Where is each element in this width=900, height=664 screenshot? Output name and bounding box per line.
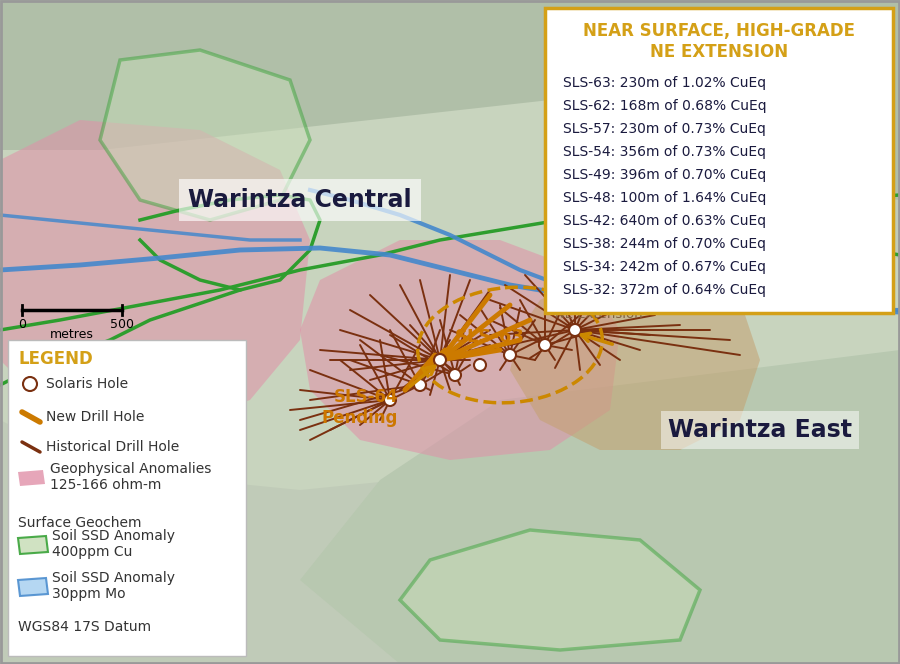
Polygon shape <box>0 100 900 490</box>
FancyBboxPatch shape <box>8 340 246 656</box>
Circle shape <box>449 369 461 381</box>
Text: Historical Drill Hole: Historical Drill Hole <box>46 440 179 454</box>
Text: WGS84 17S Datum: WGS84 17S Datum <box>18 620 151 634</box>
Circle shape <box>569 324 581 336</box>
FancyBboxPatch shape <box>545 8 893 313</box>
Text: SLS-57: 230m of 0.73% CuEq: SLS-57: 230m of 0.73% CuEq <box>563 122 766 136</box>
Text: Soil SSD Anomaly
30ppm Mo: Soil SSD Anomaly 30ppm Mo <box>52 571 175 601</box>
Text: SLS-54: 356m of 0.73% CuEq: SLS-54: 356m of 0.73% CuEq <box>563 145 766 159</box>
Circle shape <box>384 394 396 406</box>
Text: SLS-49: 396m of 0.70% CuEq: SLS-49: 396m of 0.70% CuEq <box>563 168 766 182</box>
Text: Solaris Hole: Solaris Hole <box>46 377 128 391</box>
Text: Warintza East: Warintza East <box>668 418 852 442</box>
Text: metres: metres <box>50 328 94 341</box>
Text: SLS-64
Pending: SLS-64 Pending <box>321 388 398 427</box>
Polygon shape <box>100 50 310 220</box>
Text: New Drill Hole: New Drill Hole <box>46 410 144 424</box>
Polygon shape <box>18 470 45 486</box>
Circle shape <box>414 379 426 391</box>
Circle shape <box>504 349 516 361</box>
Text: SLS-63: 230m of 1.02% CuEq: SLS-63: 230m of 1.02% CuEq <box>563 76 766 90</box>
Text: Soil SSD Anomaly
400ppm Cu: Soil SSD Anomaly 400ppm Cu <box>52 529 175 559</box>
Polygon shape <box>18 578 48 596</box>
Text: NE Extension: NE Extension <box>555 309 643 321</box>
Polygon shape <box>510 270 760 450</box>
Polygon shape <box>18 536 48 554</box>
Circle shape <box>23 377 37 391</box>
Text: SLS-48: 100m of 1.64% CuEq: SLS-48: 100m of 1.64% CuEq <box>563 191 767 205</box>
Text: SLS-34: 242m of 0.67% CuEq: SLS-34: 242m of 0.67% CuEq <box>563 260 766 274</box>
Polygon shape <box>0 120 310 430</box>
Text: 0: 0 <box>18 318 26 331</box>
Polygon shape <box>0 0 900 200</box>
Text: SLS-32: 372m of 0.64% CuEq: SLS-32: 372m of 0.64% CuEq <box>563 283 766 297</box>
Circle shape <box>474 359 486 371</box>
Text: Surface Geochem: Surface Geochem <box>18 516 141 530</box>
Text: SLS-62: 168m of 0.68% CuEq: SLS-62: 168m of 0.68% CuEq <box>563 99 767 113</box>
Text: LEGEND: LEGEND <box>18 350 93 368</box>
Polygon shape <box>300 350 900 664</box>
Circle shape <box>434 354 446 366</box>
Text: SLS-63: SLS-63 <box>455 328 525 346</box>
Circle shape <box>539 339 551 351</box>
Text: 500: 500 <box>110 318 134 331</box>
Text: SLS-38: 244m of 0.70% CuEq: SLS-38: 244m of 0.70% CuEq <box>563 237 766 251</box>
Text: Warintza Central: Warintza Central <box>188 188 412 212</box>
Text: Geophysical Anomalies
125-166 ohm-m: Geophysical Anomalies 125-166 ohm-m <box>50 462 212 492</box>
Text: NEAR SURFACE, HIGH-GRADE
NE EXTENSION: NEAR SURFACE, HIGH-GRADE NE EXTENSION <box>583 22 855 61</box>
Text: SLS-42: 640m of 0.63% CuEq: SLS-42: 640m of 0.63% CuEq <box>563 214 766 228</box>
Polygon shape <box>400 530 700 650</box>
Polygon shape <box>300 240 620 460</box>
Text: SLS-62: SLS-62 <box>640 300 710 318</box>
